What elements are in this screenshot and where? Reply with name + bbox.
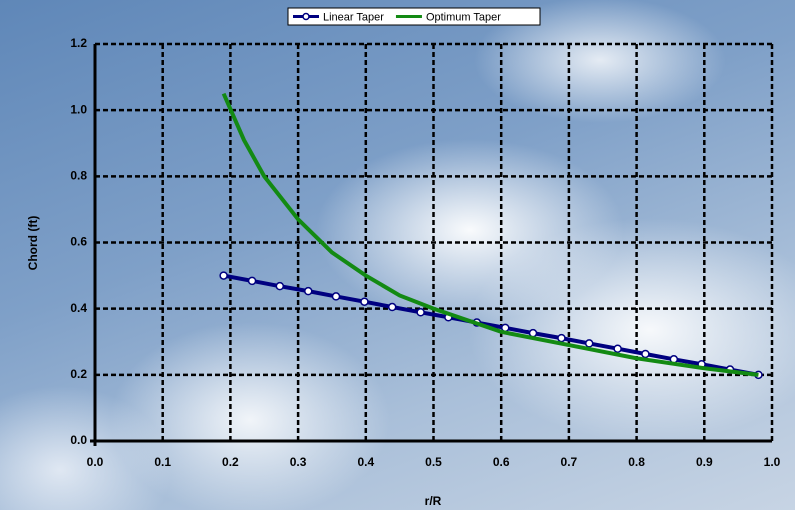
- x-tick-label: 0.6: [493, 455, 510, 469]
- x-tick-label: 0.9: [696, 455, 713, 469]
- x-tick-label: 1.0: [764, 455, 781, 469]
- y-tick-label: 0.8: [70, 169, 87, 183]
- x-axis-label: r/R: [425, 494, 442, 508]
- x-tick-label: 0.2: [222, 455, 239, 469]
- y-tick-label: 0.6: [70, 235, 87, 249]
- y-tick-label: 1.2: [70, 36, 87, 50]
- x-tick-label: 0.8: [628, 455, 645, 469]
- marker: [305, 288, 312, 295]
- x-tick-label: 0.7: [561, 455, 578, 469]
- chart: r/R Chord (ft) 0.0 0.2 0.4 0.6 0.8 1.0 1.2 0.0 0…: [0, 0, 795, 510]
- marker: [417, 309, 424, 316]
- marker: [249, 277, 256, 284]
- x-tick-label: 0.5: [425, 455, 442, 469]
- x-tick-label: 0.4: [357, 455, 374, 469]
- y-tick-label: 0.0: [70, 433, 87, 447]
- marker: [333, 293, 340, 300]
- y-tick-label: 1.0: [70, 102, 87, 116]
- y-axis-label: Chord (ft): [26, 216, 40, 271]
- marker: [361, 298, 368, 305]
- legend-marker: [303, 14, 309, 20]
- legend-label: Linear Taper: [323, 11, 384, 23]
- marker: [220, 272, 227, 279]
- marker: [558, 335, 565, 342]
- y-tick-label: 0.4: [70, 301, 87, 315]
- marker: [614, 345, 621, 352]
- marker: [642, 350, 649, 357]
- x-tick-label: 0.0: [87, 455, 104, 469]
- marker: [586, 340, 593, 347]
- y-tick-label: 0.2: [70, 367, 87, 381]
- legend-label: Optimum Taper: [426, 11, 501, 23]
- marker: [276, 283, 283, 290]
- screenshot: r/R Chord (ft) 0.0 0.2 0.4 0.6 0.8 1.0 1.2 0.0 0…: [0, 0, 795, 510]
- series-line: [224, 276, 759, 375]
- series-line: [224, 94, 759, 375]
- x-tick-label: 0.3: [290, 455, 307, 469]
- marker: [389, 304, 396, 311]
- x-tick-label: 0.1: [154, 455, 171, 469]
